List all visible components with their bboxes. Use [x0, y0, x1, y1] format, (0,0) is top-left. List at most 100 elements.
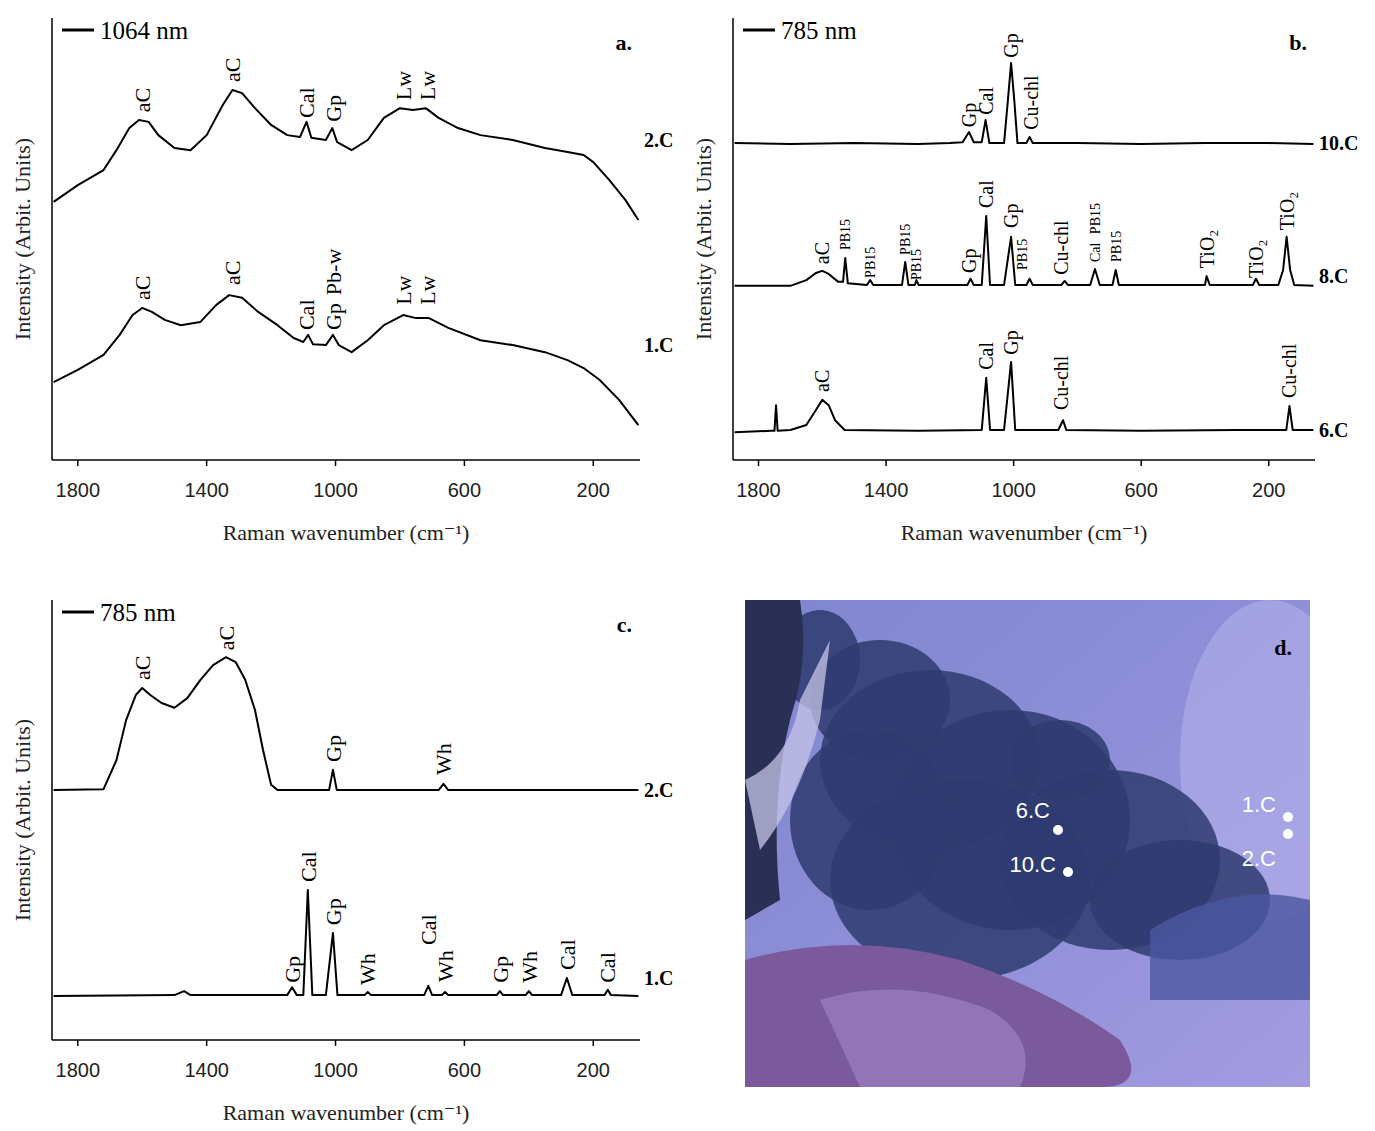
spectrum-line	[54, 295, 639, 425]
x-tick	[335, 460, 337, 466]
x-tick	[77, 1040, 79, 1046]
x-tick-label: 200	[1252, 479, 1285, 501]
x-axis	[52, 1039, 640, 1041]
series-name: 6.C	[1319, 419, 1348, 441]
peak-label: Cal	[416, 914, 441, 945]
x-tick-label: 600	[448, 1059, 481, 1081]
peak-label: Cal	[1088, 242, 1103, 262]
x-tick	[206, 460, 208, 466]
peak-label: Cal	[294, 299, 319, 330]
peak-label: PB15	[909, 249, 924, 280]
y-axis	[51, 18, 53, 460]
panel-label: c.	[617, 612, 632, 637]
spectrum-line	[54, 890, 639, 996]
peak-label: Cal	[975, 180, 997, 208]
panel-label: b.	[1289, 30, 1307, 55]
series-name: 1.C	[644, 334, 673, 356]
x-axis	[733, 459, 1315, 461]
peak-label: Cu-chl	[1020, 75, 1042, 130]
peak-label: aC	[130, 656, 155, 680]
x-tick	[593, 1040, 595, 1046]
x-tick	[885, 460, 887, 466]
peak-label: Wh	[431, 743, 456, 775]
x-tick	[1140, 460, 1142, 466]
x-tick-label: 200	[577, 1059, 610, 1081]
peak-label: aC	[130, 88, 155, 112]
peak-label: Gp	[321, 898, 346, 925]
y-axis	[732, 18, 734, 460]
peak-label: Lw	[391, 275, 416, 304]
peak-label: Gp	[1000, 33, 1023, 57]
x-tick	[206, 1040, 208, 1046]
peak-label: Wh	[355, 953, 380, 985]
peak-label: aC	[220, 261, 245, 285]
legend-swatch	[743, 29, 775, 32]
panel-label: d.	[1274, 635, 1292, 660]
peak-label: Cal	[975, 87, 997, 115]
sample-point	[1063, 867, 1073, 877]
x-tick-label: 1800	[56, 479, 101, 501]
sample-label: 2.C	[1242, 846, 1276, 871]
sample-label: 10.C	[1010, 852, 1057, 877]
peak-label: PB15	[1109, 231, 1124, 262]
legend-label: 785 nm	[781, 17, 857, 44]
x-axis-title: Raman wavenumber (cm⁻¹)	[223, 1100, 470, 1125]
peak-label: Lw	[391, 71, 416, 100]
x-tick-label: 1400	[184, 479, 229, 501]
sample-label: 6.C	[1016, 798, 1050, 823]
x-tick-label: 200	[577, 479, 610, 501]
legend-swatch	[62, 29, 94, 32]
series-name: 2.C	[644, 129, 673, 151]
legend-swatch	[62, 611, 94, 614]
peak-label: Gp	[280, 956, 305, 983]
x-tick-label: 1800	[736, 479, 781, 501]
figure: 1800 1400 1000 600 200 Raman wavenumber (cm⁻¹…	[0, 0, 1375, 1131]
y-axis-title: Intensity (Arbit. Units)	[691, 138, 716, 340]
x-tick-label: 1000	[313, 479, 358, 501]
peak-label: Gp	[488, 956, 513, 983]
series-name: 1.C	[644, 967, 673, 989]
x-tick-label: 1400	[864, 479, 909, 501]
x-tick-label: 1400	[184, 1059, 229, 1081]
y-axis-title: Intensity (Arbit. Units)	[10, 719, 35, 921]
peak-label: Gp	[321, 735, 346, 762]
peak-label: Cu-chl	[1050, 220, 1072, 275]
panel: 180014001000600200Raman wavenumber (cm⁻¹…	[691, 17, 1358, 545]
peak-label: TiO₂	[1276, 192, 1298, 231]
legend-label: 785 nm	[100, 599, 176, 626]
peak-label: Gp	[321, 95, 346, 122]
peak-label: Cu-chl	[1050, 355, 1072, 410]
photo-image	[745, 600, 1310, 1087]
sample-point	[1053, 825, 1063, 835]
peak-label: Cal	[595, 952, 620, 983]
peak-label: PB15	[1015, 239, 1030, 270]
photo-figure-light	[745, 640, 830, 850]
plot-area	[54, 90, 639, 425]
sample-point	[1283, 812, 1293, 822]
spectrum-line	[735, 362, 1314, 432]
x-tick	[335, 1040, 337, 1046]
panel: 180014001000600200Raman wavenumber (cm⁻¹…	[10, 599, 673, 1125]
peak-label: Wh	[517, 951, 542, 983]
peak-label: aC	[811, 242, 833, 264]
x-tick-label: 600	[448, 479, 481, 501]
peak-label: Cal	[296, 851, 321, 882]
sample-point	[1283, 829, 1293, 839]
peak-label: Gp	[321, 303, 346, 330]
plot-area	[735, 63, 1314, 432]
peak-label: TiO₂	[1196, 230, 1218, 269]
y-axis-title: Intensity (Arbit. Units)	[10, 138, 35, 340]
panel-label: a.	[616, 30, 633, 55]
peak-label: Pb-w	[321, 249, 346, 296]
peak-label: Wh	[433, 950, 458, 982]
peak-label: Cal	[975, 342, 997, 370]
photo-tree	[1010, 720, 1110, 800]
x-tick-label: 1800	[56, 1059, 101, 1081]
peak-label: aC	[811, 370, 833, 392]
series-name: 8.C	[1319, 265, 1348, 287]
spectrum-line	[735, 63, 1314, 144]
photo-panel: 6.C10.C1.C2.Cd.	[745, 600, 1360, 1087]
series-name: 10.C	[1319, 132, 1358, 154]
x-tick-label: 600	[1125, 479, 1158, 501]
photo-tree	[790, 730, 950, 910]
